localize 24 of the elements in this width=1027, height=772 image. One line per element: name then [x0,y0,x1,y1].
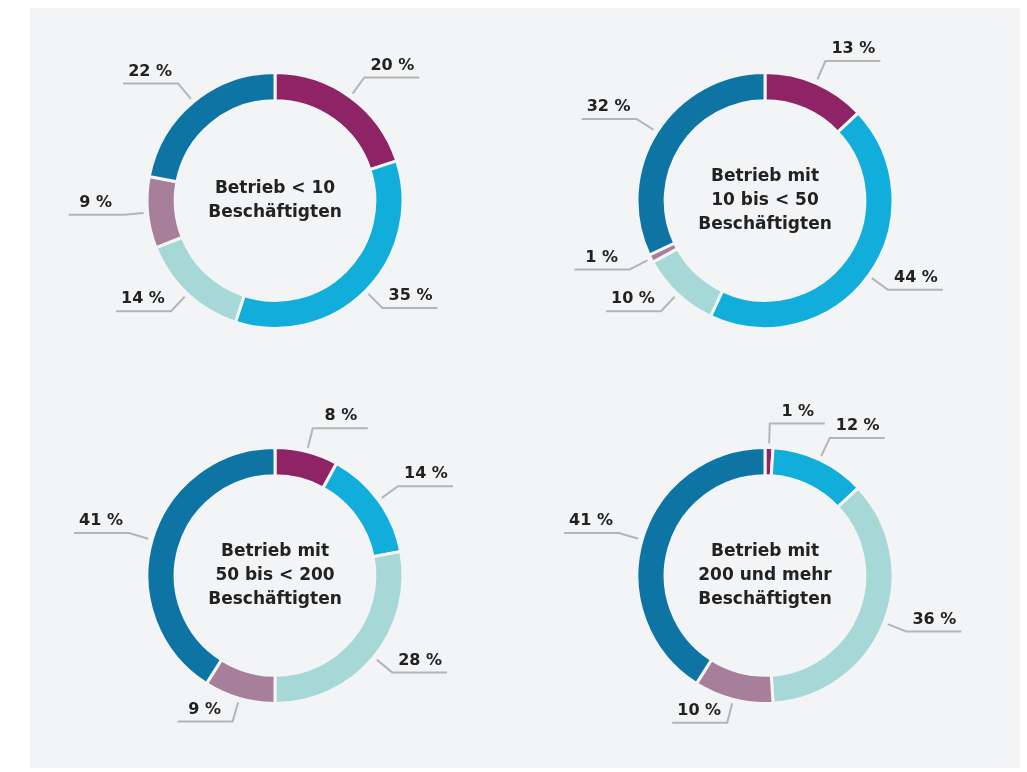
data-label: 9 % [79,191,113,211]
data-label: 10 % [611,288,655,308]
data-label: 14 % [121,288,165,308]
data-label: 41 % [569,510,613,530]
data-label: 44 % [894,267,938,286]
text: Betrieb mit 200 und mehr Beschäftigten [698,539,833,608]
text: Betrieb mit 10 bis < 50 Beschäftigten [698,164,832,233]
data-label: 14 % [404,463,448,483]
data-label: 13 % [831,38,876,58]
data-label: 9 % [188,698,221,718]
data-label: 20 % [370,54,415,74]
data-label: 28 % [398,649,443,669]
data-label: 1 % [585,246,618,266]
data-label: 22 % [128,60,173,80]
data-label: 8 % [324,405,358,425]
data-label: 35 % [388,285,433,305]
data-label: 12 % [835,415,880,435]
data-label: 1 % [781,400,815,420]
text: Betrieb < 10 Beschäftigten [208,176,342,221]
data-label: 10 % [677,699,722,719]
data-label: 36 % [912,608,957,628]
text: Betrieb mit 50 bis < 200 Beschäftigten [208,539,342,608]
data-label: 41 % [79,510,123,530]
data-label: 32 % [586,96,631,116]
